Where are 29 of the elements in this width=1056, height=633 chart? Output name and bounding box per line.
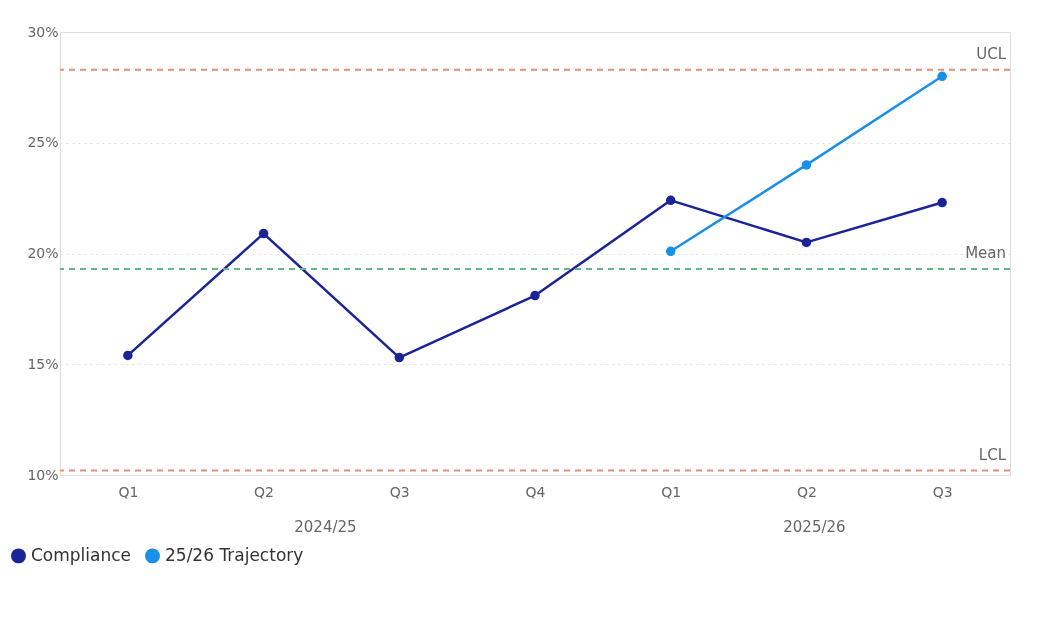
text: 2024/25 — [294, 518, 357, 536]
x-tick-label: Q2 — [254, 483, 275, 500]
legend-label: Compliance — [31, 544, 132, 565]
y-tick-label: 20% — [27, 245, 59, 261]
point — [801, 160, 812, 170]
ref-line-label: Mean — [965, 244, 1006, 263]
ref-line-label: LCL — [978, 445, 1007, 464]
y-tick-label: 15% — [27, 355, 59, 372]
point — [394, 352, 405, 363]
y-tick-label: 25% — [27, 134, 59, 151]
legend-label: 25/26 Trajectory — [165, 544, 304, 565]
y-tick-label: 10% — [27, 466, 59, 483]
point — [665, 195, 676, 206]
x-tick-label: Q3 — [389, 483, 410, 500]
x-tick-label: Q1 — [118, 483, 139, 500]
point — [258, 228, 269, 239]
point — [937, 71, 947, 82]
x-tick-label: Q3 — [932, 483, 953, 500]
x-tick-label: Q2 — [796, 483, 817, 500]
point — [665, 246, 676, 257]
point — [530, 290, 540, 301]
point — [801, 237, 812, 248]
y-tick-label: 30% — [27, 23, 59, 40]
text: 2025/26 — [783, 518, 846, 536]
point — [937, 197, 947, 208]
x-tick-label: Q4 — [525, 483, 546, 500]
ref-line-label: UCL — [976, 44, 1007, 63]
x-tick-label: Q1 — [661, 483, 682, 500]
point — [123, 350, 133, 361]
